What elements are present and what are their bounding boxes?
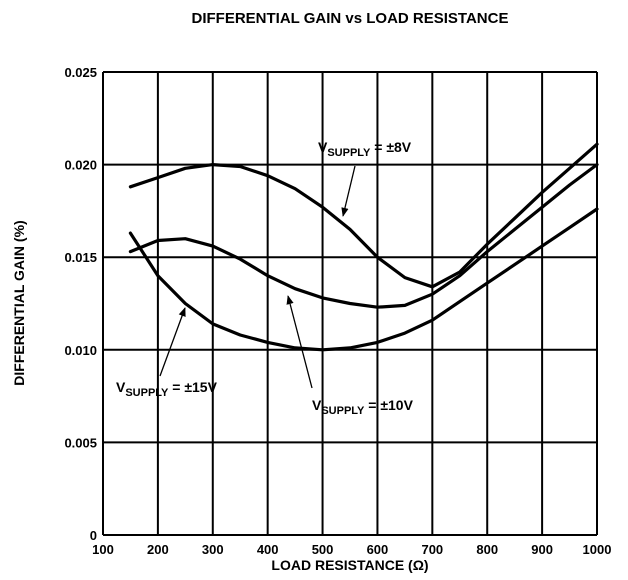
x-tick-label: 900: [531, 542, 553, 557]
y-tick-label: 0.025: [64, 65, 97, 80]
label-part: SUPPLY: [321, 405, 365, 417]
y-axis-label: DIFFERENTIAL GAIN (%): [11, 220, 27, 385]
curve-label: VSUPPLY = ±8V: [318, 139, 412, 159]
curve: [128, 142, 599, 289]
arrow: [159, 307, 186, 377]
arrow: [341, 165, 356, 217]
x-axis-label: LOAD RESISTANCE (Ω): [271, 557, 428, 573]
y-tick-label: 0.005: [64, 435, 97, 450]
label-part: = ±8V: [370, 139, 411, 155]
arrow: [286, 295, 313, 389]
curve: [128, 207, 599, 352]
x-tick-label: 1000: [583, 542, 612, 557]
label-part: SUPPLY: [327, 147, 371, 159]
y-tick-label: 0.010: [64, 343, 97, 358]
x-tick-label: 700: [421, 542, 443, 557]
x-tick-label: 200: [147, 542, 169, 557]
label-part: V: [116, 379, 126, 395]
label-part: = ±10V: [364, 397, 413, 413]
label-part: V: [318, 139, 328, 155]
curve-label: VSUPPLY = ±15V: [116, 379, 218, 399]
x-tick-label: 100: [92, 542, 114, 557]
y-tick-label: 0.020: [64, 158, 97, 173]
label-part: V: [312, 397, 322, 413]
y-tick-label: 0.015: [64, 250, 97, 265]
x-tick-label: 800: [476, 542, 498, 557]
x-tick-label: 400: [257, 542, 279, 557]
label-part: = ±15V: [168, 379, 217, 395]
y-tick-label: 0: [90, 528, 97, 543]
x-tick-label: 600: [367, 542, 389, 557]
curve-label: VSUPPLY = ±10V: [312, 397, 414, 417]
x-tick-label: 500: [312, 542, 334, 557]
x-tick-label: 300: [202, 542, 224, 557]
chart-title: DIFFERENTIAL GAIN vs LOAD RESISTANCE: [192, 10, 509, 27]
curve: [128, 163, 599, 309]
label-part: SUPPLY: [125, 387, 169, 399]
